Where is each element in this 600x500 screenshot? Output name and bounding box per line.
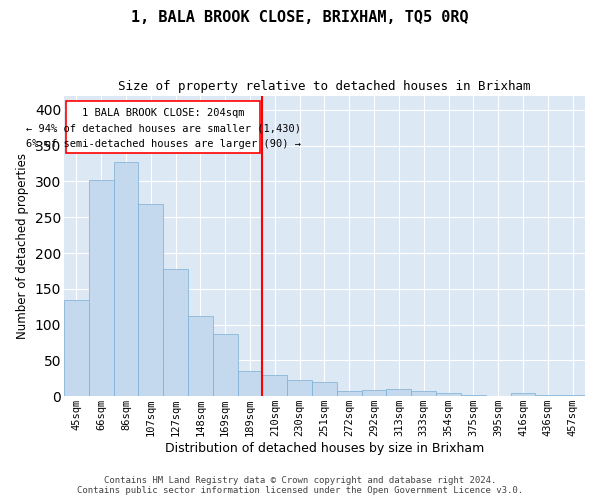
Text: ← 94% of detached houses are smaller (1,430): ← 94% of detached houses are smaller (1,… [26,124,301,134]
Bar [312,382,337,396]
Bar [113,162,139,396]
Bar [412,391,436,396]
Y-axis label: Number of detached properties: Number of detached properties [16,153,29,339]
Bar [436,392,461,396]
Bar [386,389,412,396]
Bar [560,394,585,396]
Bar [188,316,213,396]
Bar [511,392,535,396]
Bar [238,371,262,396]
Bar [535,394,560,396]
Bar [64,300,89,396]
Text: Contains HM Land Registry data © Crown copyright and database right 2024.
Contai: Contains HM Land Registry data © Crown c… [77,476,523,495]
Bar [337,391,362,396]
Text: 6% of semi-detached houses are larger (90) →: 6% of semi-detached houses are larger (9… [26,139,301,149]
Bar [67,100,260,153]
Bar [213,334,238,396]
Bar [89,180,113,396]
Title: Size of property relative to detached houses in Brixham: Size of property relative to detached ho… [118,80,531,93]
Text: 1 BALA BROOK CLOSE: 204sqm: 1 BALA BROOK CLOSE: 204sqm [82,108,244,118]
Bar [461,394,486,396]
Bar [262,374,287,396]
Bar [139,204,163,396]
Bar [163,269,188,396]
Bar [362,390,386,396]
Text: 1, BALA BROOK CLOSE, BRIXHAM, TQ5 0RQ: 1, BALA BROOK CLOSE, BRIXHAM, TQ5 0RQ [131,10,469,25]
X-axis label: Distribution of detached houses by size in Brixham: Distribution of detached houses by size … [165,442,484,455]
Bar [287,380,312,396]
